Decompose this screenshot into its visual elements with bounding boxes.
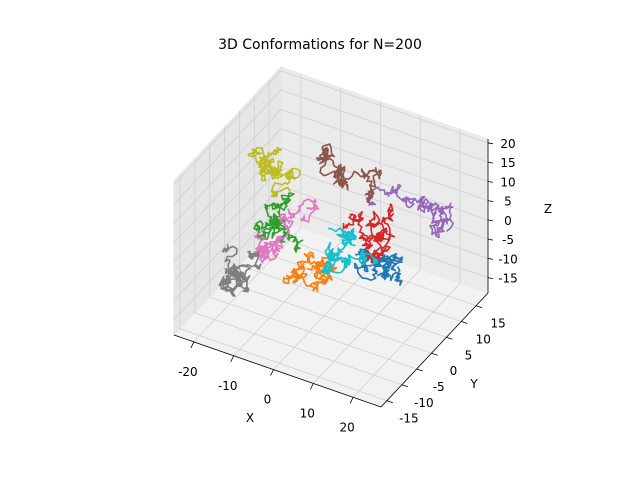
x-tick-label: -20 (178, 365, 198, 379)
y-grid-line-floor (194, 312, 402, 386)
y-tick-label: 0 (450, 364, 458, 378)
z-grid-line-side (173, 89, 282, 205)
z-tick-label: 5 (504, 195, 512, 209)
x-tick-label: -10 (218, 379, 238, 393)
z-grid-line-side (173, 70, 282, 186)
x-tick (190, 341, 195, 349)
z-tick (487, 238, 494, 241)
z-tick (487, 219, 494, 222)
y-tick (431, 352, 438, 356)
conformation-line-5 (366, 183, 455, 239)
axis-panes (173, 65, 489, 408)
x-tick (270, 369, 274, 376)
y-tick (401, 384, 408, 388)
x-tick-label: 0 (264, 393, 272, 407)
z-tick-label: -5 (502, 233, 514, 247)
y-tick (416, 368, 423, 372)
y-grid-line-floor (224, 280, 432, 354)
z-grid-line-side (173, 128, 282, 243)
x-tick (309, 383, 314, 390)
x-tick (230, 355, 235, 362)
z-grid-line-back (280, 89, 489, 163)
y-tick-label: -15 (399, 412, 419, 426)
x-axis-label: X (246, 411, 254, 425)
conformation-line-9 (247, 146, 301, 198)
z-grid-line-back (280, 128, 489, 201)
x-grid-line-floor (273, 255, 381, 370)
y-tick (386, 400, 394, 404)
y-axis-label: Y (469, 377, 478, 391)
conformation-line-4 (342, 203, 396, 264)
z-grid-line-side (173, 109, 282, 224)
conformation-line-7 (253, 198, 320, 264)
conformation-line-3 (253, 192, 304, 253)
z-tick (487, 181, 494, 183)
z-tick-label: 0 (504, 214, 512, 228)
z-grid-line-side (173, 186, 282, 301)
x-tick-label: 10 (300, 407, 315, 421)
axis-lines (173, 139, 489, 408)
z-tick (487, 161, 494, 164)
z-tick-label: -15 (498, 272, 518, 286)
y-tick-label: 10 (476, 333, 491, 347)
tick-marks: -20-1001020-15-10-5051015-15-10-50510152… (178, 137, 518, 434)
z-tick-label: 10 (500, 175, 515, 189)
y-tick-label: -5 (433, 380, 445, 394)
z-tick-label: 20 (500, 137, 515, 151)
z-tick (487, 258, 494, 260)
conformation-line-10 (320, 227, 379, 276)
x-tick-label: 20 (339, 420, 354, 434)
y-tick-label: 15 (490, 317, 505, 331)
chart-title: 3D Conformations for N=200 (218, 37, 422, 53)
z-grid-line-back (280, 166, 489, 240)
y-grid-line-floor (254, 249, 462, 322)
x-grid-line-floor (352, 283, 461, 398)
conformation-line-1 (353, 248, 404, 287)
z-grid-line-back (280, 205, 489, 278)
z-grid-line-back (280, 70, 489, 144)
z-axis-label: Z (544, 202, 552, 216)
z-tick (487, 142, 494, 145)
x-grid-line-floor (313, 269, 421, 384)
y-tick (446, 336, 453, 340)
x-axis-line (173, 334, 382, 408)
y-grid-line-floor (239, 264, 447, 338)
y-tick-label: 5 (465, 348, 473, 362)
z-tick (487, 200, 494, 202)
conformation-line-8 (218, 244, 262, 297)
y-axis-line (380, 292, 489, 408)
y-grid-line-floor (209, 296, 417, 370)
y-grid-line-floor (179, 328, 388, 402)
grid-lines (173, 70, 489, 402)
z-grid-line-side (173, 166, 282, 282)
z-tick-label: 15 (500, 156, 515, 170)
data-series (218, 143, 455, 297)
y-tick (461, 321, 468, 324)
z-tick-label: -10 (498, 252, 518, 266)
y-tick (475, 305, 483, 309)
y-tick-label: -10 (414, 396, 434, 410)
z-grid-line-back (280, 147, 489, 221)
x-tick (349, 397, 354, 404)
z-tick (487, 277, 494, 279)
z-grid-line-back (280, 109, 489, 182)
conformation-line-6 (315, 143, 383, 204)
